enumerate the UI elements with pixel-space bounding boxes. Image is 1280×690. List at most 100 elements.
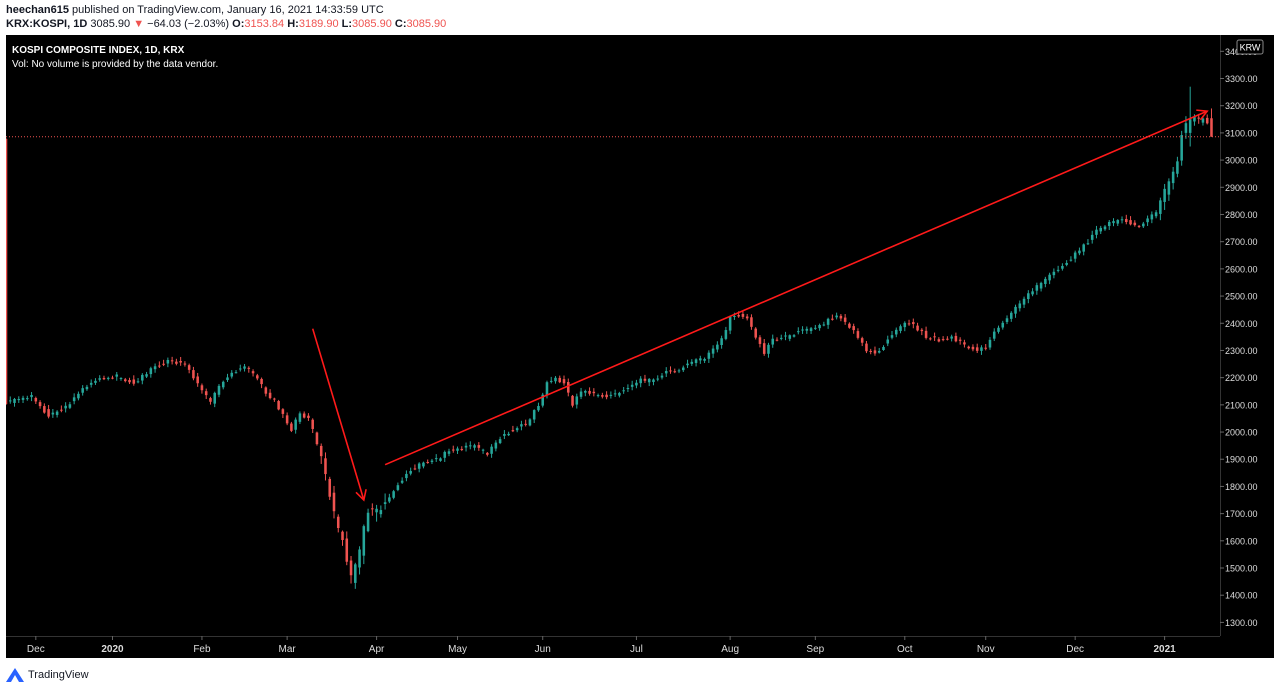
price-tick-label: 2800.00 bbox=[1225, 210, 1258, 220]
candle-body bbox=[1031, 291, 1034, 295]
candle-body bbox=[839, 315, 843, 319]
time-tick-label: Dec bbox=[1066, 644, 1084, 655]
price-tick-label: 1800.00 bbox=[1225, 482, 1258, 492]
candle-body bbox=[38, 402, 42, 407]
candle-body bbox=[1116, 220, 1120, 224]
time-tick-label: Oct bbox=[897, 644, 913, 655]
candle-body bbox=[336, 516, 340, 529]
candle-body bbox=[247, 367, 251, 369]
tradingview-logo[interactable]: TradingView bbox=[6, 668, 89, 682]
currency-badge-box bbox=[1236, 39, 1264, 55]
candle-body bbox=[1210, 118, 1213, 137]
candle-body bbox=[958, 339, 962, 341]
trend-arrow-line bbox=[311, 328, 365, 501]
candle-body bbox=[784, 335, 787, 337]
symbol-label: KRX:KOSPI, 1D bbox=[6, 18, 88, 30]
candle-body bbox=[1205, 117, 1209, 124]
candle-body bbox=[694, 359, 698, 363]
candle-body bbox=[68, 404, 72, 408]
candle-body bbox=[1009, 312, 1013, 319]
candle-body bbox=[285, 415, 289, 424]
candle-body bbox=[417, 463, 421, 469]
candlestick-chart[interactable]: 3085.90 1300.001400.001500.001600.001700… bbox=[4, 35, 1274, 658]
candle-body bbox=[383, 502, 387, 504]
candle-body bbox=[733, 315, 736, 317]
candle-body bbox=[1018, 303, 1022, 309]
candle-body bbox=[328, 478, 332, 497]
tradingview-icon bbox=[6, 668, 24, 682]
candle-body bbox=[213, 392, 217, 404]
candle-body bbox=[1103, 226, 1107, 230]
candle-body bbox=[831, 318, 834, 320]
candle-body bbox=[532, 410, 536, 420]
down-triangle-icon: ▼ bbox=[133, 18, 145, 30]
candle-body bbox=[575, 396, 579, 405]
last-price: 3085.90 bbox=[90, 18, 131, 30]
candle-body bbox=[912, 322, 915, 325]
candle-body bbox=[920, 329, 924, 332]
candle-body bbox=[1090, 234, 1094, 240]
candle-body bbox=[937, 339, 941, 342]
candle-body bbox=[230, 372, 234, 377]
candle-body bbox=[268, 392, 272, 399]
candle-body bbox=[226, 377, 229, 381]
candle-body bbox=[200, 385, 204, 391]
candle-body bbox=[865, 343, 868, 352]
price-tick-label: 1600.00 bbox=[1225, 536, 1258, 546]
time-tick-label: Mar bbox=[279, 644, 297, 655]
candle-body bbox=[21, 397, 25, 400]
candle-body bbox=[588, 390, 591, 394]
candle-body bbox=[592, 391, 596, 394]
candle-body bbox=[413, 468, 417, 470]
candle-body bbox=[711, 348, 715, 354]
publication-line: heechan615 published on TradingView.com,… bbox=[6, 4, 384, 16]
candle-body bbox=[1171, 171, 1175, 184]
candle-body bbox=[903, 322, 907, 328]
candle-body bbox=[852, 326, 855, 331]
price-tick-label: 2100.00 bbox=[1225, 400, 1258, 410]
chart-header: heechan615 published on TradingView.com,… bbox=[0, 0, 1280, 34]
candle-body bbox=[762, 343, 766, 354]
candle-body bbox=[639, 378, 642, 384]
candle-body bbox=[686, 363, 689, 366]
author-name[interactable]: heechan615 bbox=[6, 4, 69, 16]
candle-body bbox=[362, 526, 366, 556]
candle-body bbox=[703, 358, 706, 361]
price-tick-label: 2500.00 bbox=[1225, 292, 1258, 302]
candle-body bbox=[584, 390, 587, 393]
chart-area[interactable]: 3085.90 1300.001400.001500.001600.001700… bbox=[4, 35, 1274, 658]
time-tick-label: Feb bbox=[193, 644, 211, 655]
candle-body bbox=[460, 448, 464, 450]
candle-body bbox=[145, 374, 148, 377]
candle-body bbox=[477, 445, 481, 448]
candle-body bbox=[1069, 259, 1073, 261]
candle-body bbox=[8, 400, 12, 402]
candle-body bbox=[933, 336, 936, 338]
candle-body bbox=[1142, 223, 1145, 227]
price-tick-label: 2900.00 bbox=[1225, 183, 1258, 193]
low-value: 3085.90 bbox=[352, 18, 392, 30]
candle-body bbox=[294, 419, 297, 430]
candle-body bbox=[166, 359, 170, 364]
candle-body bbox=[788, 335, 792, 339]
candle-body bbox=[537, 405, 540, 411]
candle-body bbox=[656, 378, 660, 380]
candle-body bbox=[716, 344, 719, 350]
candle-body bbox=[924, 330, 928, 338]
candle-body bbox=[1039, 282, 1043, 289]
high-label: H: bbox=[287, 18, 299, 30]
candle-body bbox=[162, 363, 165, 365]
price-tick-label: 2200.00 bbox=[1225, 373, 1258, 383]
candle-body bbox=[916, 325, 919, 331]
candle-body bbox=[566, 382, 570, 393]
candle-body bbox=[392, 491, 395, 498]
candle-body bbox=[1073, 252, 1077, 259]
candle-body bbox=[111, 377, 114, 379]
candle-body bbox=[741, 313, 745, 317]
candle-body bbox=[30, 395, 33, 398]
time-tick-label: Jul bbox=[630, 644, 643, 655]
candle-body bbox=[1133, 222, 1137, 226]
candle-body bbox=[869, 350, 872, 352]
candle-body bbox=[507, 433, 510, 436]
candle-body bbox=[405, 473, 408, 479]
